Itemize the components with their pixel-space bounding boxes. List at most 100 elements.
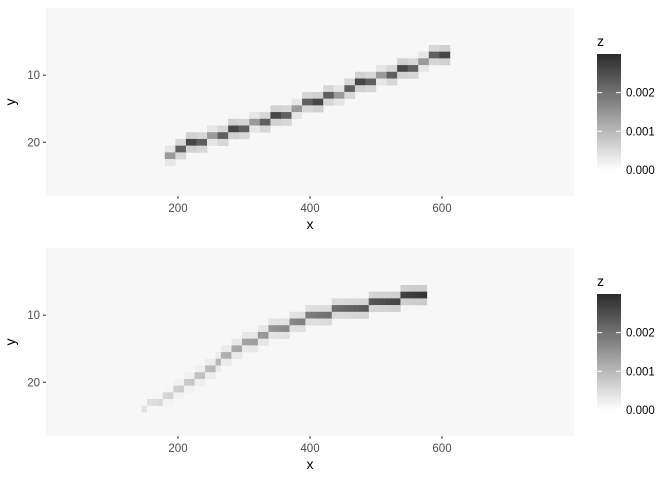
heatmap-tile	[162, 392, 169, 400]
heatmap-tile	[389, 305, 396, 313]
heatmap-tile	[331, 298, 338, 306]
heatmap-tile	[342, 298, 348, 306]
heatmap-tile	[210, 358, 216, 366]
y-tick-label: 20	[27, 137, 40, 149]
heatmap-tile	[405, 291, 412, 299]
heatmap-tile	[273, 331, 280, 339]
heatmap-tile	[178, 392, 185, 400]
heatmap-tile	[358, 298, 364, 306]
heatmap-tile	[428, 51, 440, 59]
heatmap-tile	[252, 338, 259, 346]
legend-colorbar	[597, 54, 621, 170]
heatmap-tile	[217, 125, 229, 133]
heatmap-tile	[185, 132, 197, 140]
heatmap-tile	[157, 392, 164, 400]
heatmap-tile	[342, 305, 348, 313]
heatmap-tile	[310, 318, 317, 326]
heatmap-tile	[337, 298, 343, 306]
heatmap-tile	[220, 345, 227, 353]
heatmap-tile	[228, 132, 240, 140]
heatmap-tile	[386, 65, 398, 73]
heatmap-tile	[379, 291, 385, 299]
heatmap-tile	[220, 352, 227, 360]
heatmap-tile	[321, 311, 327, 319]
heatmap-tile	[407, 58, 419, 66]
heatmap-tile	[263, 325, 269, 333]
heatmap-tile	[270, 112, 282, 120]
heatmap-tile	[354, 78, 366, 86]
heatmap-tile	[333, 85, 345, 93]
heatmap-tile	[315, 305, 322, 313]
heatmap-tile	[347, 305, 354, 313]
heatmap-tile	[146, 405, 153, 413]
legend-title: z	[597, 33, 604, 49]
heatmap-tile	[146, 392, 153, 400]
heatmap-tile	[189, 385, 195, 393]
heatmap-tile	[418, 51, 430, 59]
heatmap-tile	[284, 331, 290, 339]
heatmap-tile	[194, 365, 201, 373]
heatmap-tile	[344, 91, 356, 99]
heatmap-tile	[397, 71, 408, 79]
heatmap-tile	[231, 338, 238, 346]
heatmap-tiles	[164, 44, 451, 167]
heatmap-tile	[315, 318, 322, 326]
heatmap-tile	[300, 325, 306, 333]
heatmap-tile	[368, 305, 375, 313]
heatmap-tile	[196, 145, 208, 153]
heatmap-tile	[344, 85, 356, 93]
heatmap-tile	[205, 365, 211, 373]
heatmap-tile	[323, 98, 335, 106]
heatmap-tile	[421, 298, 428, 306]
heatmap-tile	[300, 311, 306, 319]
heatmap-tile	[194, 378, 201, 386]
heatmap-tile	[439, 58, 451, 66]
heatmap-tile	[421, 291, 428, 299]
heatmap-tile	[337, 311, 343, 319]
heatmap-tile	[300, 318, 306, 326]
heatmap-tile	[305, 311, 311, 319]
heatmap-tile	[252, 345, 259, 353]
heatmap-tile	[173, 378, 179, 386]
heatmap-tile	[205, 372, 211, 380]
heatmap-tile	[259, 112, 271, 120]
heatmap-tile	[263, 338, 269, 346]
heatmap-tile	[384, 291, 391, 299]
y-tick-label: 10	[27, 310, 40, 322]
heatmap-tile	[416, 291, 422, 299]
heatmap-tile	[365, 85, 377, 93]
heatmap-tile	[418, 65, 430, 73]
heatmap-tile	[397, 58, 408, 66]
heatmap-tile	[379, 305, 385, 313]
heatmap-tile	[395, 291, 401, 299]
x-tick-label: 600	[432, 203, 451, 215]
heatmap-tile	[249, 125, 261, 133]
legend: z 0.000 0.001 0.002	[597, 33, 655, 177]
heatmap-tile	[395, 305, 401, 313]
heatmap-tile	[263, 331, 269, 339]
heatmap-tile	[416, 298, 422, 306]
heatmap-tile	[312, 91, 324, 99]
heatmap-tile	[236, 345, 243, 353]
heatmap-tile	[365, 71, 377, 79]
heatmap-tile	[215, 365, 222, 373]
heatmap-tile	[164, 145, 176, 153]
heatmap-tile	[242, 345, 248, 353]
heatmap-tile	[270, 105, 282, 113]
heatmap-tile	[194, 372, 201, 380]
heatmap-tile	[379, 298, 385, 306]
heatmap-tile	[354, 85, 366, 93]
heatmap-tile	[238, 132, 250, 140]
heatmap-tile	[168, 399, 174, 407]
heatmap-tile	[331, 305, 338, 313]
heatmap-tile	[410, 291, 417, 299]
heatmap-tile	[289, 311, 296, 319]
panel-background	[46, 248, 574, 436]
heatmap-tile	[326, 318, 333, 326]
heatmap-tile	[410, 284, 417, 292]
heatmap-tile	[294, 311, 301, 319]
heatmap-tile	[278, 325, 285, 333]
heatmap-tile	[400, 284, 406, 292]
heatmap-tile	[291, 98, 303, 106]
legend-tick-label: 0.002	[626, 88, 655, 100]
